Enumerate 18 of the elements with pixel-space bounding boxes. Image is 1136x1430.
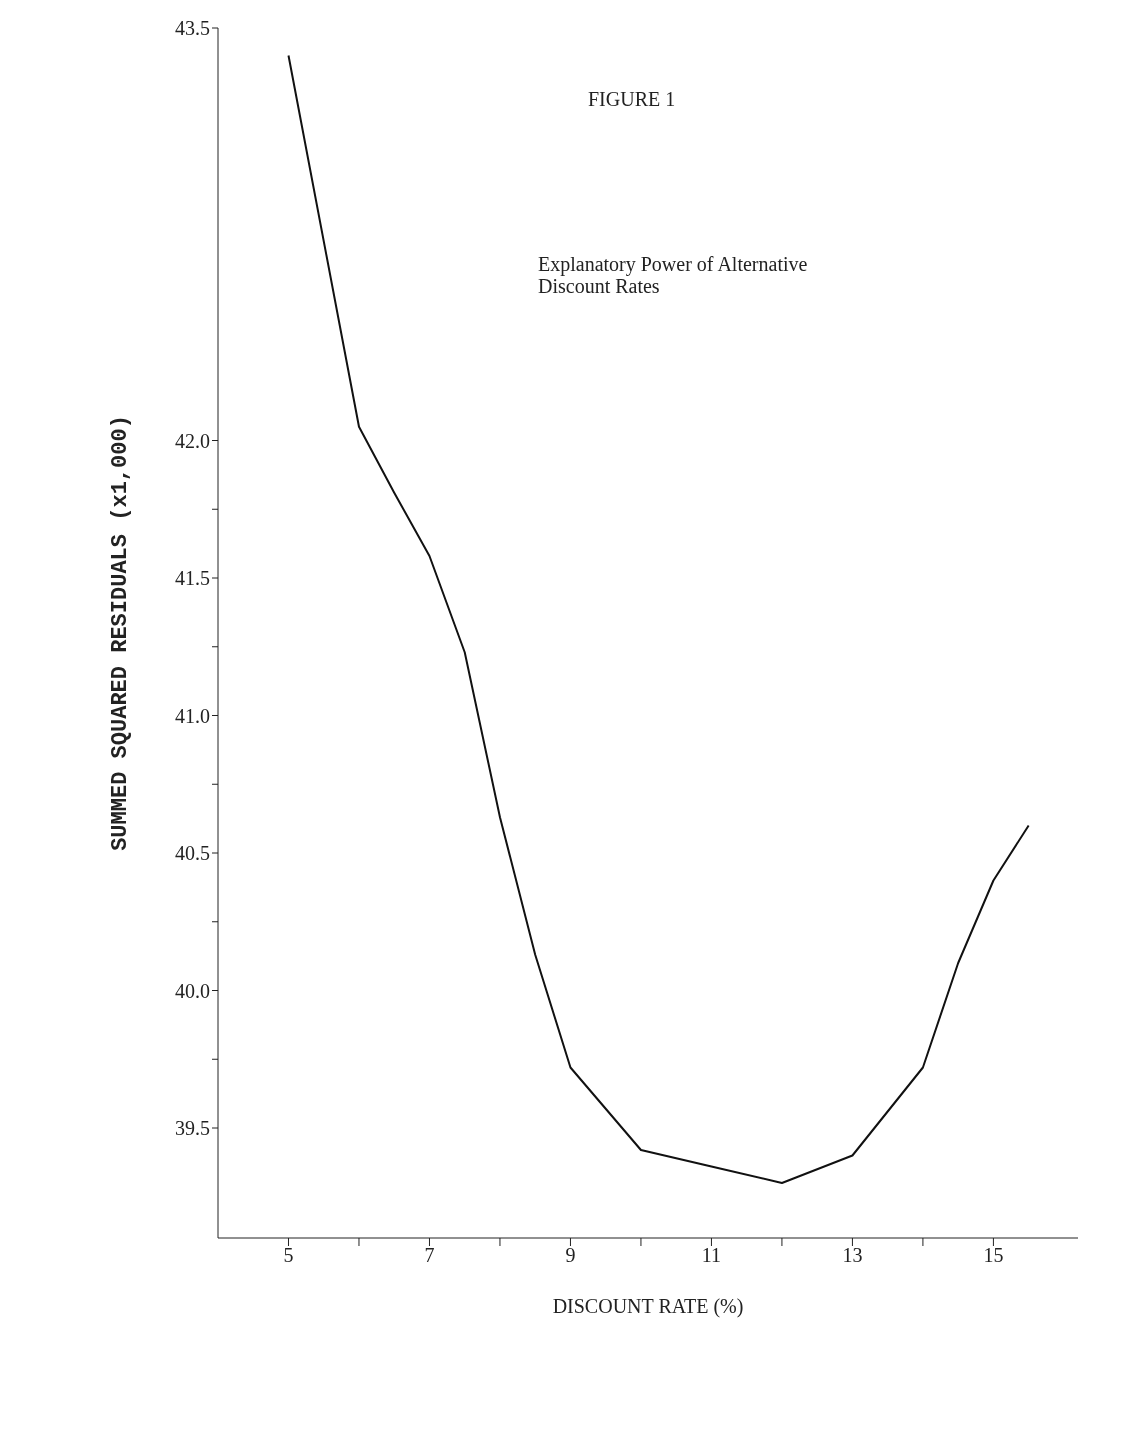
x-tick-label: 7 <box>424 1244 435 1267</box>
y-tick-label: 40.0 <box>175 979 210 1002</box>
y-tick-label: 42.0 <box>175 429 210 452</box>
y-axis-title: SUMMED SQUARED RESIDUALS (x1,000) <box>107 415 133 851</box>
y-tick-label: 41.0 <box>175 704 210 727</box>
y-tick-label: 40.5 <box>175 842 210 865</box>
y-tick-label: 41.5 <box>175 567 210 590</box>
x-tick-label: 15 <box>983 1244 1004 1267</box>
y-tick-label: 43.5 <box>175 17 210 40</box>
x-axis-title: DISCOUNT RATE (%) <box>552 1295 744 1318</box>
text: FIGURE 1 <box>588 88 676 111</box>
x-tick-label: 5 <box>283 1244 294 1267</box>
x-tick-label: 9 <box>565 1244 576 1267</box>
x-tick-label: 11 <box>701 1244 722 1267</box>
text: Explanatory Power of Alternative Discount Rates <box>538 253 808 297</box>
line-series <box>287 54 1030 1184</box>
y-tick-label: 39.5 <box>175 1117 210 1140</box>
x-tick-label: 13 <box>842 1244 863 1267</box>
